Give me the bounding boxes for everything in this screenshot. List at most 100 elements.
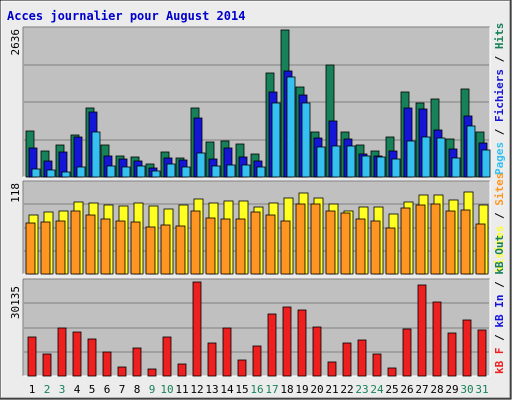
legend-text: kB F / kB In / kB Out	[493, 235, 506, 374]
bar-top-pages-day-19	[301, 102, 311, 178]
day-label-6: 6	[104, 383, 111, 396]
day-label-12: 12	[190, 383, 203, 396]
day-label-2: 2	[44, 383, 51, 396]
bar-mid-sites-day-19	[295, 203, 306, 275]
bar-bot-kb-f-day-3	[57, 327, 67, 377]
bar-top-pages-day-15	[241, 164, 251, 178]
bar-top-pages-day-18	[286, 76, 296, 178]
bar-top-pages-day-11	[181, 166, 191, 178]
bar-bot-kb-f-day-18	[282, 306, 292, 377]
ylabel-bot-max: 30135	[9, 286, 22, 319]
bar-mid-sites-day-1	[25, 222, 36, 275]
bar-bot-kb-f-day-11	[177, 363, 187, 377]
bar-bot-kb-f-day-27	[417, 284, 427, 377]
legend-item: Sites	[493, 173, 506, 206]
bar-bot-kb-f-day-16	[252, 345, 262, 377]
day-label-25: 25	[385, 383, 398, 396]
bar-top-pages-day-9	[151, 170, 161, 178]
bar-top-pages-day-6	[106, 165, 116, 178]
bar-bot-kb-f-day-23	[357, 339, 367, 377]
bar-bot-kb-f-day-21	[327, 361, 337, 377]
bar-top-pages-day-25	[391, 158, 401, 178]
legend-mid: Visites / Sites	[493, 173, 506, 272]
bar-top-pages-day-7	[121, 166, 131, 178]
bar-top-pages-day-21	[331, 145, 341, 178]
bar-top-pages-day-28	[436, 137, 446, 178]
bar-bot-kb-f-day-4	[72, 331, 82, 377]
bar-top-pages-day-3	[61, 171, 71, 178]
bar-mid-sites-day-26	[400, 207, 411, 275]
bar-mid-sites-day-14	[220, 218, 231, 275]
bar-top-pages-day-30	[466, 125, 476, 178]
bar-mid-sites-day-10	[160, 224, 171, 275]
bar-top-pages-day-24	[376, 156, 386, 178]
day-label-19: 19	[295, 383, 308, 396]
bar-top-pages-day-4	[76, 166, 86, 178]
bar-top-pages-day-12	[196, 152, 206, 178]
bar-bot-kb-f-day-19	[297, 309, 307, 377]
panel-kb	[22, 278, 491, 377]
bar-bot-kb-f-day-5	[87, 338, 97, 377]
legend-item: Pages	[493, 142, 506, 175]
bar-bot-kb-f-day-9	[147, 368, 157, 377]
bar-top-pages-day-22	[346, 145, 356, 178]
bar-top-pages-day-2	[46, 169, 56, 178]
bar-bot-kb-f-day-10	[162, 336, 172, 377]
day-label-17: 17	[265, 383, 278, 396]
chart-title: Acces journalier pour August 2014	[7, 9, 245, 23]
day-label-23: 23	[355, 383, 368, 396]
day-label-28: 28	[430, 383, 443, 396]
day-label-16: 16	[250, 383, 263, 396]
legend-text: Visites / Sites	[493, 173, 506, 272]
legend-top: Pages / Fichiers / Hits	[493, 23, 506, 175]
bar-mid-sites-day-3	[55, 220, 66, 275]
day-label-10: 10	[160, 383, 173, 396]
day-label-5: 5	[89, 383, 96, 396]
day-label-27: 27	[415, 383, 428, 396]
legend-separator: /	[493, 49, 506, 69]
bar-mid-sites-day-28	[430, 203, 441, 275]
bar-top-pages-day-13	[211, 165, 221, 178]
legend-item: Fichiers	[493, 69, 506, 122]
bar-bot-kb-f-day-1	[27, 336, 37, 377]
day-label-20: 20	[310, 383, 323, 396]
day-label-8: 8	[134, 383, 141, 396]
bar-top-pages-day-23	[361, 155, 371, 178]
bar-mid-sites-day-31	[475, 223, 486, 275]
panel-hits-files-pages	[22, 26, 491, 178]
bar-mid-sites-day-25	[385, 227, 396, 275]
bar-mid-sites-day-27	[415, 204, 426, 275]
bar-top-pages-day-14	[226, 164, 236, 178]
bar-top-pages-day-31	[481, 149, 491, 178]
legend-separator: /	[493, 206, 506, 226]
bar-mid-sites-day-23	[355, 218, 366, 275]
panel-visits-sites	[22, 180, 491, 275]
day-label-13: 13	[205, 383, 218, 396]
bar-bot-kb-f-day-17	[267, 313, 277, 377]
day-label-3: 3	[59, 383, 66, 396]
bar-top-pages-day-17	[271, 102, 281, 178]
bar-mid-sites-day-15	[235, 218, 246, 275]
ylabel-mid-max: 118	[9, 183, 22, 203]
day-label-21: 21	[325, 383, 338, 396]
bar-bot-kb-f-day-26	[402, 328, 412, 377]
bar-bot-kb-f-day-25	[387, 367, 397, 377]
day-label-4: 4	[74, 383, 81, 396]
bar-mid-sites-day-18	[280, 220, 291, 275]
bar-top-pages-day-10	[166, 163, 176, 178]
bar-mid-sites-day-9	[145, 226, 156, 275]
bar-mid-sites-day-12	[190, 210, 201, 275]
day-label-22: 22	[340, 383, 353, 396]
bar-mid-sites-day-2	[40, 221, 51, 275]
bar-mid-sites-day-6	[100, 218, 111, 275]
bar-top-pages-day-29	[451, 157, 461, 178]
legend-bot: kB F / kB In / kB Out	[493, 235, 506, 374]
bar-mid-sites-day-17	[265, 214, 276, 275]
bar-mid-sites-day-8	[130, 221, 141, 275]
bar-mid-sites-day-11	[175, 225, 186, 275]
day-label-24: 24	[370, 383, 384, 396]
bar-bot-kb-f-day-22	[342, 342, 352, 377]
day-label-30: 30	[460, 383, 473, 396]
bar-top-pages-day-8	[136, 165, 146, 178]
